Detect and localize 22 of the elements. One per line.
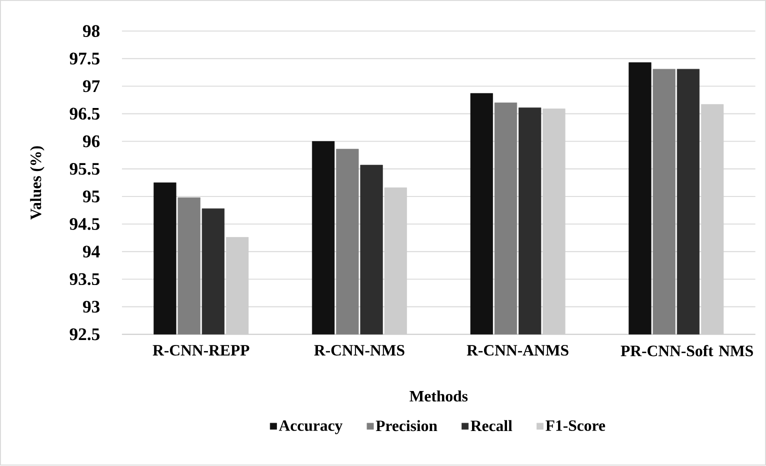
x-axis-title: Methods — [410, 390, 468, 402]
legend-label: Recall — [470, 420, 512, 432]
legend-label: Precision — [376, 420, 438, 432]
y-tick-label: 96.5 — [70, 108, 100, 120]
y-tick-label: 92.5 — [70, 328, 100, 340]
legend-label: Accuracy — [278, 420, 343, 434]
y-tick-label: 93.5 — [70, 273, 100, 286]
y-tick-label: 98 — [82, 25, 100, 38]
y-tick-label: 97.5 — [70, 52, 100, 65]
x-tick-label: PR-CNN-Soft NMS — [620, 345, 753, 356]
y-tick-label: 97 — [82, 80, 100, 92]
y-tick-label: 95 — [82, 190, 100, 203]
y-tick-label: 96 — [82, 136, 100, 148]
y-tick-label: 93 — [82, 301, 100, 313]
y-tick-label: 95.5 — [70, 163, 100, 176]
y-tick-label: 94 — [82, 246, 100, 258]
y-tick-label: 94.5 — [70, 218, 100, 230]
legend-label: F1-Score — [546, 420, 606, 432]
x-tick-label: R-CNN-NMS — [314, 345, 404, 356]
x-tick-label: R-CNN-REPP — [152, 345, 250, 356]
x-tick-label: R-CNN-ANMS — [466, 345, 568, 356]
y-axis-title: Values (%) — [30, 146, 44, 220]
